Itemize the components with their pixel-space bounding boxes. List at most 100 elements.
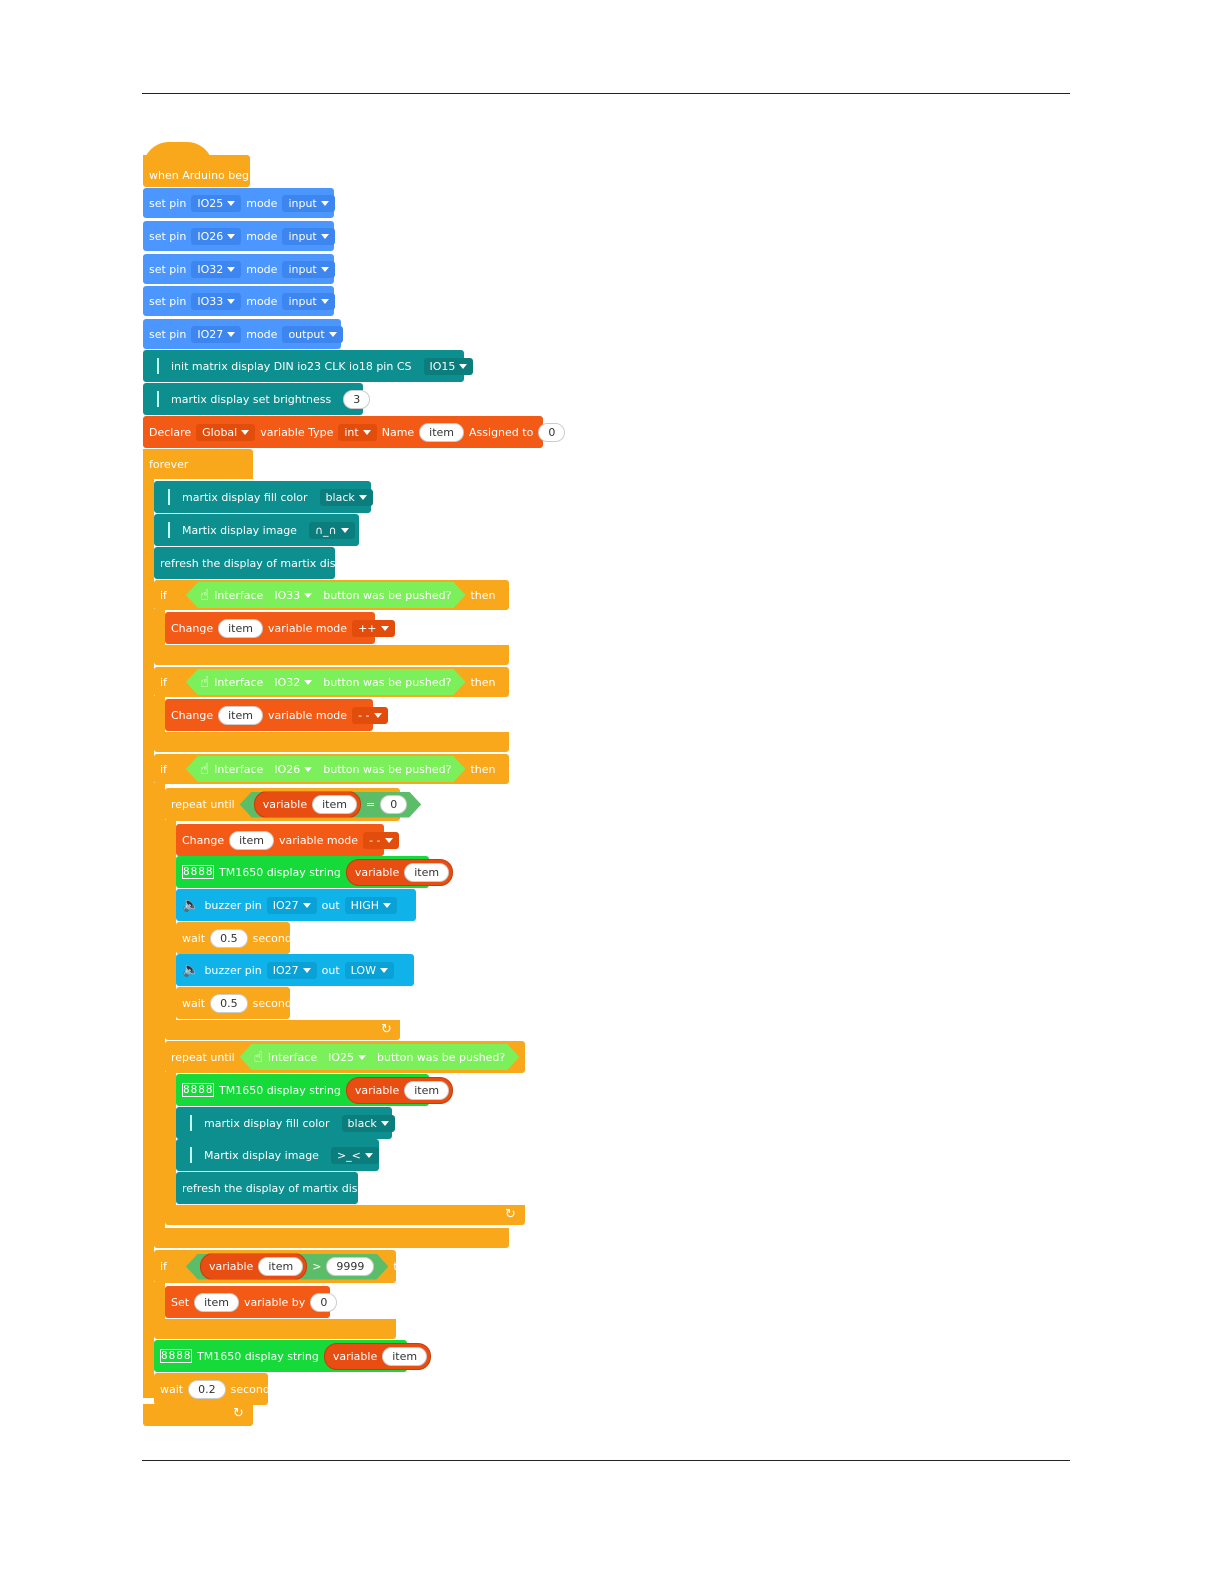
set-pin-block-3[interactable]: set pin IO32 mode input [143, 254, 335, 284]
set-variable-block[interactable]: Set item variable by 0 [165, 1286, 338, 1318]
forever-block[interactable]: forever [143, 449, 253, 479]
pin-dropdown[interactable]: IO25 [191, 194, 242, 212]
fill-color-block-2[interactable]: martix display fill color black [176, 1107, 395, 1139]
image-dropdown[interactable]: ∩_∩ [308, 521, 355, 539]
variable-input[interactable]: item [258, 1257, 303, 1276]
variable-input[interactable]: item [218, 618, 263, 638]
tm1650-display-block-3[interactable]: 8888 TM1650 display string variable item [154, 1340, 432, 1372]
wait-seconds-input[interactable]: 0.2 [188, 1379, 226, 1399]
seven-segment-icon: 8888 [182, 1083, 214, 1097]
mode-dropdown[interactable]: input [282, 292, 335, 310]
then-label: then [470, 762, 496, 776]
color-dropdown[interactable]: black [341, 1114, 395, 1132]
image-dropdown[interactable]: >_< [330, 1146, 379, 1164]
compare-value-input[interactable]: 0 [380, 795, 407, 814]
repeat-until-block-2[interactable]: repeat until ☝ Interface IO25 button was… [165, 1041, 525, 1073]
when-arduino-begin-block[interactable]: when Arduino begin [143, 155, 259, 187]
speaker-icon: 🔈 [182, 962, 200, 978]
if-block-2[interactable]: if ☝ Interface IO32 button was be pushed… [154, 667, 509, 697]
wait-block-1[interactable]: wait 0.5 seconds [176, 922, 298, 954]
refresh-display-block-1[interactable]: refresh the display of martix display [154, 547, 359, 579]
variable-input[interactable]: item [218, 705, 263, 725]
variable-reporter[interactable]: variable item [345, 858, 454, 886]
set-pin-block-5[interactable]: set pin IO27 mode output [143, 319, 343, 349]
display-image-block-2[interactable]: Martix display image >_< [176, 1139, 379, 1171]
name-label: Name [381, 425, 415, 439]
variable-label: variable [354, 1083, 400, 1097]
interface-pin-dropdown[interactable]: IO25 [322, 1049, 372, 1066]
variable-input[interactable]: item [382, 1346, 428, 1366]
equals-condition[interactable]: variable item = 0 [240, 792, 421, 818]
button-pushed-condition[interactable]: ☝ Interface IO33 button was be pushed? [186, 582, 466, 608]
buzzer-block-1[interactable]: 🔈 buzzer pin IO27 out HIGH [176, 889, 416, 921]
set-pin-block-4[interactable]: set pin IO33 mode input [143, 286, 335, 316]
button-pushed-condition[interactable]: ☝ Interface IO32 button was be pushed? [186, 669, 466, 695]
variable-input[interactable]: item [194, 1292, 239, 1312]
if-block-1[interactable]: if ☝ Interface IO33 button was be pushed… [154, 580, 509, 610]
scope-dropdown[interactable]: Global [196, 423, 256, 441]
brightness-input[interactable]: 3 [343, 389, 371, 409]
variable-input[interactable]: item [229, 830, 274, 850]
buzzer-block-2[interactable]: 🔈 buzzer pin IO27 out LOW [176, 954, 414, 986]
fill-color-block-1[interactable]: martix display fill color black [154, 481, 373, 513]
refresh-display-block-2[interactable]: refresh the display of martix display [176, 1172, 381, 1204]
variable-mode-dropdown[interactable]: ++ [352, 619, 395, 637]
pin-value: IO25 [197, 196, 224, 210]
tm1650-display-block-1[interactable]: 8888 TM1650 display string variable item [176, 856, 454, 888]
brightness-block[interactable]: martix display set brightness 3 [143, 383, 371, 415]
mode-dropdown[interactable]: output [282, 325, 343, 343]
button-pushed-condition[interactable]: ☝ Interface IO25 button was be pushed? [240, 1044, 520, 1070]
pin-value: IO27 [197, 327, 224, 341]
interface-pin-dropdown[interactable]: IO26 [268, 761, 318, 778]
display-image-block-1[interactable]: Martix display image ∩_∩ [154, 514, 359, 546]
set-value-input[interactable]: 0 [310, 1292, 338, 1312]
type-dropdown[interactable]: int [338, 423, 377, 441]
mode-dropdown[interactable]: input [282, 194, 335, 212]
pin-dropdown[interactable]: IO27 [191, 325, 242, 343]
set-pin-block-2[interactable]: set pin IO26 mode input [143, 221, 335, 251]
if-block-3[interactable]: if ☝ Interface IO26 button was be pushed… [154, 754, 509, 784]
variable-reporter[interactable]: variable item [254, 791, 361, 818]
chevron-down-icon [373, 712, 382, 718]
wait-seconds-input[interactable]: 0.5 [210, 928, 248, 948]
interface-pin-dropdown[interactable]: IO32 [268, 674, 318, 691]
mode-dropdown[interactable]: input [282, 227, 335, 245]
variable-mode-dropdown[interactable]: - - [363, 831, 399, 849]
top-rule [142, 93, 1070, 94]
variable-input[interactable]: item [404, 1080, 450, 1100]
tm1650-display-block-2[interactable]: 8888 TM1650 display string variable item [176, 1074, 454, 1106]
buzzer-pin-dropdown[interactable]: IO27 [266, 896, 317, 914]
interface-pin-dropdown[interactable]: IO33 [268, 587, 318, 604]
button-pushed-condition[interactable]: ☝ Interface IO26 button was be pushed? [186, 756, 466, 782]
wait-seconds-input[interactable]: 0.5 [210, 993, 248, 1013]
cs-pin-dropdown[interactable]: IO15 [423, 357, 474, 375]
if-block-4[interactable]: if variable item > 9999 then [154, 1250, 418, 1283]
variable-reporter[interactable]: variable item [323, 1342, 432, 1370]
pin-dropdown[interactable]: IO33 [191, 292, 242, 310]
pin-dropdown[interactable]: IO26 [191, 227, 242, 245]
change-block-3[interactable]: Change item variable mode - - [176, 824, 399, 856]
wait-block-3[interactable]: wait 0.2 seconds [154, 1373, 276, 1405]
variable-input[interactable]: item [312, 795, 357, 814]
buzzer-pin-dropdown[interactable]: IO27 [266, 961, 317, 979]
level-dropdown[interactable]: LOW [344, 961, 394, 979]
wait-block-2[interactable]: wait 0.5 seconds [176, 987, 298, 1019]
assign-value-input[interactable]: 0 [538, 422, 566, 442]
color-dropdown[interactable]: black [319, 488, 373, 506]
set-pin-block-1[interactable]: set pin IO25 mode input [143, 188, 335, 218]
repeat-until-block-1[interactable]: repeat until variable item = 0 [165, 788, 400, 821]
variable-reporter[interactable]: variable item [200, 1253, 307, 1280]
change-block-2[interactable]: Change item variable mode - - [165, 699, 388, 731]
declare-block[interactable]: Declare Global variable Type int Name it… [143, 416, 566, 448]
init-matrix-block[interactable]: init matrix display DIN io23 CLK io18 pi… [143, 350, 474, 382]
change-block-1[interactable]: Change item variable mode ++ [165, 612, 395, 644]
variable-mode-dropdown[interactable]: - - [352, 706, 388, 724]
level-dropdown[interactable]: HIGH [344, 896, 397, 914]
pin-dropdown[interactable]: IO32 [191, 260, 242, 278]
compare-value-input[interactable]: 9999 [326, 1257, 374, 1276]
variable-reporter[interactable]: variable item [345, 1076, 454, 1104]
greater-than-condition[interactable]: variable item > 9999 [186, 1254, 388, 1280]
variable-input[interactable]: item [404, 862, 450, 882]
mode-dropdown[interactable]: input [282, 260, 335, 278]
name-input[interactable]: item [419, 422, 465, 442]
